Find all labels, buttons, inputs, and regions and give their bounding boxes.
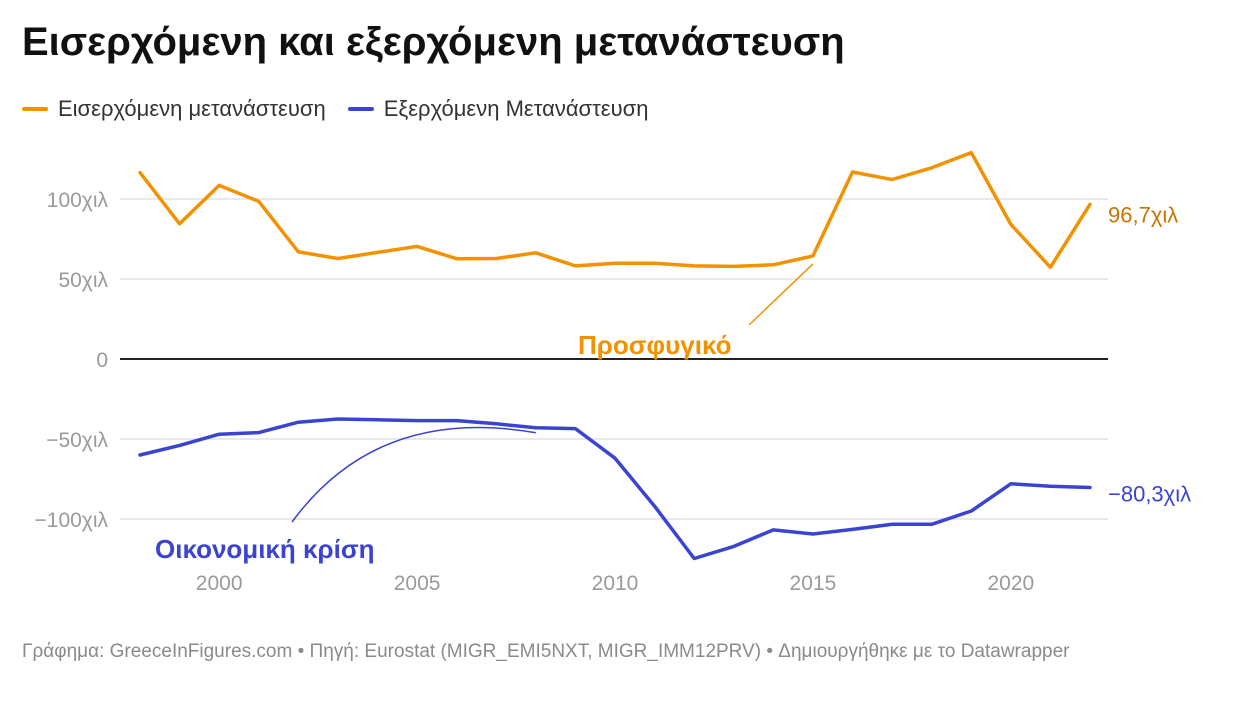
y-tick-label: 100χιλ <box>47 189 109 212</box>
x-tick-label: 2010 <box>592 572 639 595</box>
immigration-series-line <box>138 150 1092 270</box>
chart-legend: Εισερχόμενη μετανάστευση Εξερχόμενη Μετα… <box>22 96 670 122</box>
emigration-end-label: −80,3χιλ <box>1108 481 1191 506</box>
chart-title: Εισερχόμενη και εξερχόμενη μετανάστευση <box>22 20 845 64</box>
refugee-annotation-label: Προσφυγικό <box>578 330 731 360</box>
legend-label-immigration: Εισερχόμενη μετανάστευση <box>58 96 326 121</box>
y-tick-label: −50χιλ <box>46 429 108 452</box>
immigration-end-label: 96,7χιλ <box>1108 202 1178 227</box>
legend-swatch-immigration <box>22 107 48 111</box>
x-tick-label: 2020 <box>987 572 1034 595</box>
refugee-annotation-line <box>748 263 814 326</box>
x-tick-label: 2000 <box>196 572 243 595</box>
y-tick-label: 50χιλ <box>58 269 108 292</box>
crisis-annotation-label: Οικονομική κρίση <box>155 534 375 564</box>
legend-label-emigration: Εξερχόμενη Μετανάστευση <box>383 96 649 121</box>
legend-item-immigration: Εισερχόμενη μετανάστευση <box>22 96 326 122</box>
x-tick-label: 2015 <box>790 572 837 595</box>
line-chart: 100χιλ 50χιλ 0 −50χιλ −100χιλ 2000 2005 2010 201… <box>35 150 1191 595</box>
x-tick-label: 2005 <box>394 572 441 595</box>
chart-footer: Γράφημα: GreeceInFigures.com • Πηγή: Eur… <box>22 641 1070 662</box>
emigration-series-line <box>138 417 1092 561</box>
legend-item-emigration: Εξερχόμενη Μετανάστευση <box>347 96 649 122</box>
y-tick-label: 0 <box>96 349 108 372</box>
crisis-annotation-line <box>291 426 536 523</box>
legend-swatch-emigration <box>347 107 374 111</box>
y-tick-label: −100χιλ <box>35 509 109 532</box>
